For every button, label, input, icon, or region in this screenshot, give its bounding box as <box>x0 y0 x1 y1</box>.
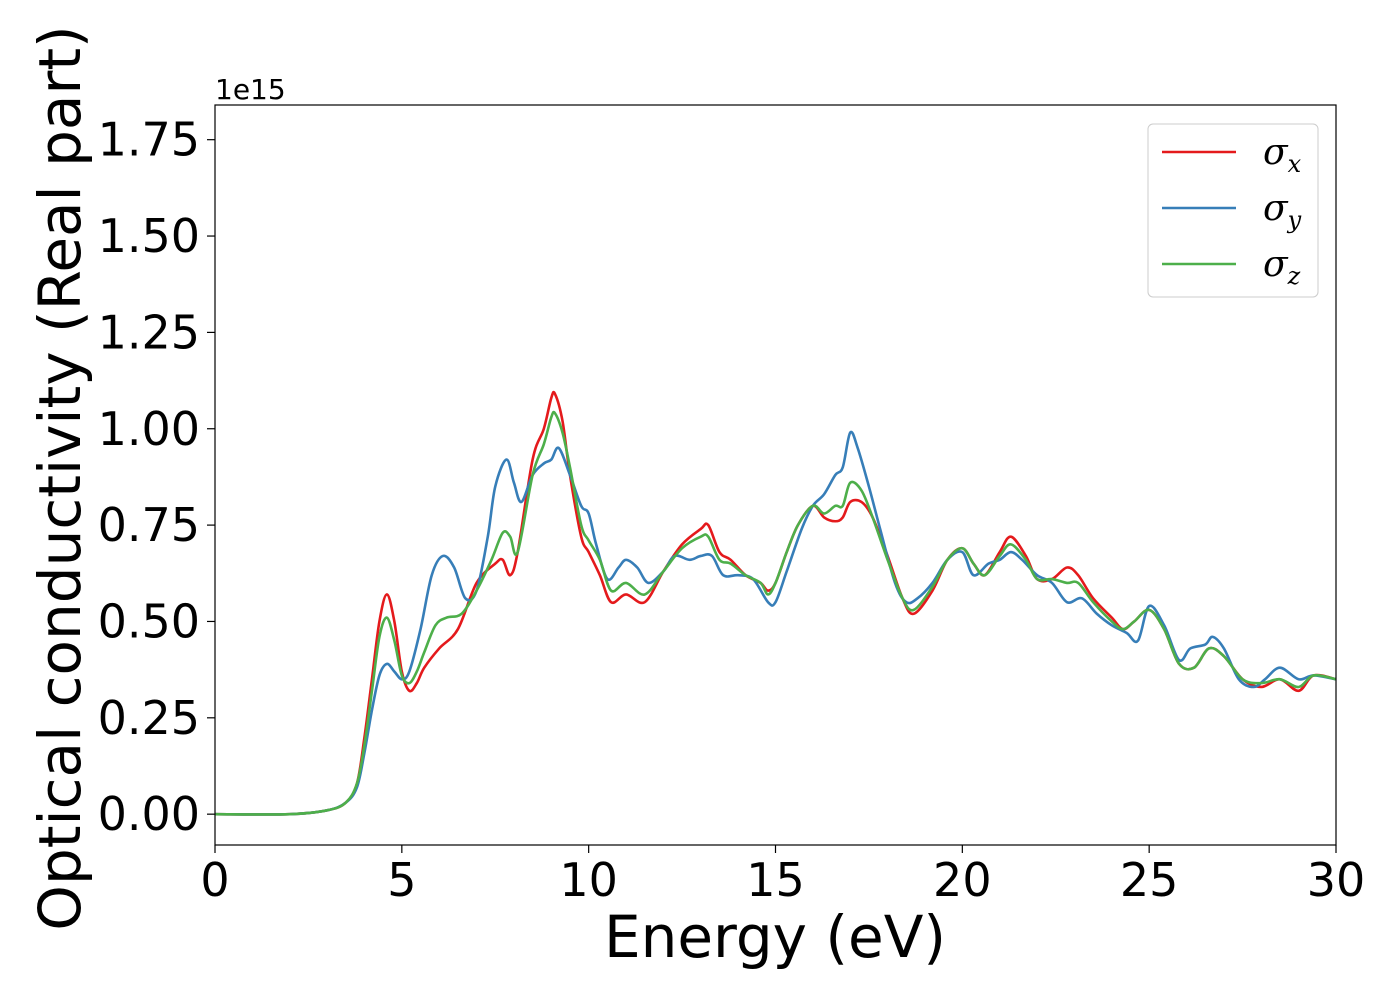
y-tick-label: 0.50 <box>98 594 200 648</box>
x-axis: 0 5 10 15 20 25 30 <box>200 845 1365 907</box>
series-line-y <box>214 430 1337 816</box>
x-tick-label: 15 <box>746 853 805 907</box>
y-axis: 0.00 0.25 0.50 0.75 1.00 1.25 1.50 1.75 <box>98 113 215 841</box>
series-line-x <box>214 390 1337 816</box>
series-line-z <box>214 410 1337 816</box>
x-tick-label: 25 <box>1120 853 1179 907</box>
x-tick-label: 10 <box>559 853 618 907</box>
y-axis-title: Optical conductivity (Real part) <box>26 25 94 930</box>
y-tick-label: 0.25 <box>98 691 200 745</box>
x-tick-label: 5 <box>387 853 416 907</box>
y-offset-label: 1e15 <box>215 73 286 106</box>
x-tick-label: 0 <box>200 853 229 907</box>
y-tick-label: 1.00 <box>98 402 200 456</box>
y-tick-label: 0.75 <box>98 498 200 552</box>
y-tick-label: 1.25 <box>98 305 200 359</box>
x-axis-title: Energy (eV) <box>604 903 946 971</box>
series-layer <box>214 390 1337 816</box>
legend-box <box>1147 123 1319 298</box>
y-tick-label: 0.00 <box>98 787 200 841</box>
y-tick-label: 1.50 <box>98 209 200 263</box>
y-tick-label: 1.75 <box>98 113 200 167</box>
x-tick-label: 30 <box>1307 853 1366 907</box>
x-tick-label: 20 <box>933 853 992 907</box>
